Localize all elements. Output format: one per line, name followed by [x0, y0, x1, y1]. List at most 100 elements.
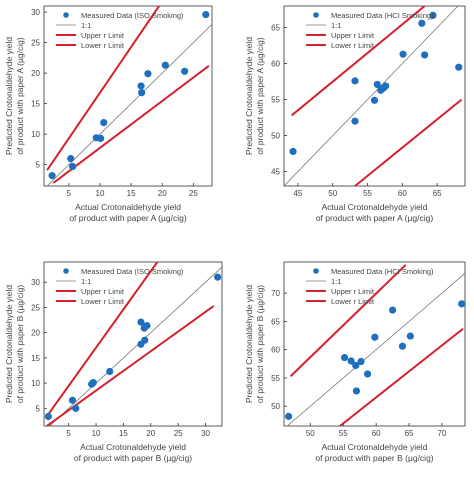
x-tick-label: 10	[96, 189, 105, 198]
data-point	[137, 82, 145, 90]
data-point	[429, 11, 437, 19]
x-axis-label: Actual Crotonaldehyde yield	[322, 442, 428, 452]
data-point	[48, 172, 56, 180]
y-tick-label: 10	[31, 379, 40, 388]
data-point	[418, 19, 426, 27]
y-tick-label: 10	[31, 130, 40, 139]
x-axis-label: of product with paper A (µg/cig)	[316, 213, 434, 223]
y-axis-label: of product with paper A (µg/cig)	[15, 37, 25, 155]
x-tick-label: 5	[66, 429, 71, 438]
legend-label: 1:1	[81, 21, 91, 30]
data-point	[351, 117, 359, 125]
x-tick-label: 20	[146, 429, 155, 438]
data-point	[161, 61, 169, 69]
plot-frame	[43, 5, 213, 187]
data-point	[143, 321, 151, 330]
y-tick-label: 50	[271, 402, 280, 411]
data-point	[89, 379, 97, 387]
y-tick-label: 65	[271, 317, 280, 326]
x-axis-label: of product with paper A (µg/cig)	[69, 213, 187, 223]
x-axis-label: of product with paper B (µg/cig)	[315, 453, 433, 463]
legend-label: Measured Data (HCI Smoking)	[331, 11, 434, 20]
legend-label: Upper r Limit	[331, 31, 375, 40]
x-tick-label: 60	[398, 189, 407, 198]
y-tick-label: 30	[31, 278, 40, 287]
data-point	[371, 333, 379, 341]
data-point	[106, 367, 114, 376]
y-tick-label: 60	[271, 346, 280, 355]
data-point	[138, 89, 146, 97]
data-point	[181, 67, 189, 75]
scatter-plot-2: 45 50 55 60 65 45 50 55 60 65 Actual Crotonaldehyd…	[244, 5, 466, 223]
y-axis-label: of product with paper A (µg/cig)	[255, 37, 265, 155]
x-axis-label: of product with paper B (µg/cig)	[74, 453, 192, 463]
x-tick-label: 15	[127, 189, 136, 198]
plot-frame	[43, 261, 223, 427]
x-tick-label: 25	[174, 429, 183, 438]
lower-limit-line	[52, 64, 210, 184]
legend-label: Upper r Limit	[81, 31, 125, 40]
y-axis-label: Predicted Crotonaldehyde yield	[244, 37, 254, 155]
data-point	[389, 306, 397, 314]
plot-frame	[283, 261, 466, 427]
lower-limit-line	[46, 305, 215, 426]
legend-label: Lower r Limit	[81, 297, 125, 306]
data-point	[351, 77, 359, 85]
data-point	[406, 332, 414, 340]
data-point	[289, 147, 297, 156]
y-tick-label: 30	[31, 8, 40, 17]
data-point	[285, 412, 293, 420]
upper-limit-line	[291, 6, 426, 117]
data-point	[458, 300, 466, 308]
data-point	[68, 396, 77, 404]
y-tick-label: 25	[31, 39, 40, 48]
x-tick-label: 50	[328, 189, 337, 198]
data-point	[421, 51, 429, 59]
legend-label: 1:1	[81, 277, 91, 286]
y-axis-label: of product with paper B (µg/cig)	[15, 285, 25, 403]
data-point	[137, 318, 145, 326]
upper-limit-line	[45, 262, 159, 417]
x-tick-label: 55	[363, 189, 372, 198]
identity-line	[48, 266, 222, 426]
upper-limit-line	[289, 264, 407, 377]
data-point	[357, 357, 365, 366]
y-tick-label: 45	[271, 168, 280, 177]
legend-label: Measured Data (HCI Smoking)	[331, 267, 434, 276]
data-point	[72, 404, 80, 412]
legend-label: Lower r Limit	[331, 297, 375, 306]
y-tick-label: 60	[271, 60, 280, 69]
legend-marker	[63, 12, 69, 18]
scatter-plot-4: 50 55 60 65 70 50 55 60 65 70 Actual Crotonaldehyd…	[244, 261, 466, 463]
data-point	[399, 50, 407, 58]
data-point	[455, 63, 463, 71]
x-tick-label: 5	[67, 189, 72, 198]
legend-marker	[63, 268, 69, 274]
data-point	[370, 96, 379, 104]
y-tick-label: 25	[31, 303, 40, 312]
data-point	[352, 361, 360, 370]
legend-marker	[313, 12, 319, 18]
y-axis-label: Predicted Crotonaldehyde yield	[244, 285, 254, 403]
legend-label: Measured Data (ISO Smoking)	[81, 11, 184, 20]
data-point	[363, 370, 372, 378]
scatter-plot-3: 5 10 15 20 25 30 5 10 15 20 25 30 Actual Crotonaldeh…	[4, 261, 223, 463]
legend-label: 1:1	[331, 277, 341, 286]
legend-label: Upper r Limit	[81, 287, 125, 296]
lower-limit-line	[354, 98, 463, 186]
data-point	[202, 10, 210, 19]
legend-label: Lower r Limit	[81, 41, 125, 50]
data-point	[67, 154, 75, 163]
x-axis-label: Actual Crotonaldehyde yield	[322, 202, 428, 212]
x-tick-label: 55	[339, 429, 348, 438]
y-tick-label: 15	[31, 354, 40, 363]
legend-marker	[313, 268, 319, 274]
y-tick-label: 65	[271, 24, 280, 33]
x-tick-label: 70	[438, 429, 447, 438]
y-tick-label: 15	[31, 100, 40, 109]
y-tick-label: 55	[271, 96, 280, 105]
data-point	[382, 82, 390, 90]
